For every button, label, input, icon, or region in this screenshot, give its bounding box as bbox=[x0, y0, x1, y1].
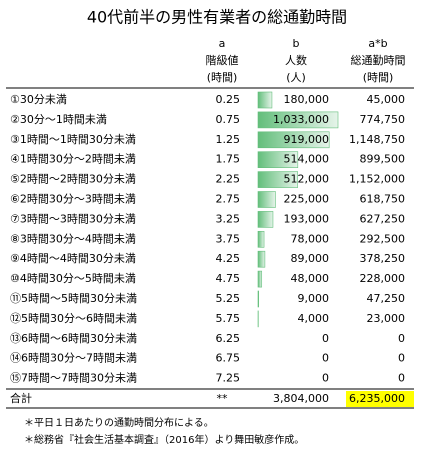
row-label: ⑪5時間～5時間30分未満 bbox=[10, 292, 137, 305]
total-label: 合計 bbox=[10, 391, 32, 405]
total-cell: 3,804,000 bbox=[273, 392, 329, 405]
cell: 4,000 bbox=[298, 312, 330, 325]
note: ＊総務省『社会生活基本調査』（2016年）より舞田敏彦作成。 bbox=[24, 433, 304, 446]
cell: 618,750 bbox=[360, 193, 406, 206]
cell: 627,250 bbox=[360, 212, 406, 225]
cell: 378,250 bbox=[360, 252, 406, 265]
data-bar bbox=[258, 92, 272, 108]
cell: 9,000 bbox=[298, 292, 330, 305]
row-label: ②30分～1時間未満 bbox=[10, 113, 107, 126]
data-bar bbox=[258, 231, 264, 247]
row-label: ⑦3時間～3時間30分未満 bbox=[10, 212, 136, 225]
note: ＊平日１日あたりの通勤時間分布による。 bbox=[24, 416, 214, 429]
header-cell: 総通勤時間 bbox=[351, 53, 406, 67]
cell: 774,750 bbox=[360, 113, 406, 126]
cell: 0 bbox=[322, 352, 329, 365]
header-cell: b bbox=[293, 37, 300, 50]
row-label: ①30分未満 bbox=[10, 93, 67, 106]
cell: 6.75 bbox=[216, 352, 241, 365]
cell: 3.25 bbox=[216, 212, 241, 225]
row-label: ⑨4時間～4時間30分未満 bbox=[10, 252, 136, 265]
cell: 3.75 bbox=[216, 232, 241, 245]
row-label: ④1時間30分～2時間未満 bbox=[10, 153, 136, 166]
header-cell: (時間) bbox=[207, 71, 238, 84]
cell: 1,152,000 bbox=[349, 173, 405, 186]
total-cell: 6,235,000 bbox=[349, 392, 405, 405]
header-cell: 人数 bbox=[285, 54, 307, 67]
header-cell: (人) bbox=[286, 71, 306, 84]
row-label: ⑭6時間30分～7時間未満 bbox=[10, 352, 137, 365]
row-label: ⑮7時間～7時間30分未満 bbox=[10, 372, 137, 385]
cell: 78,000 bbox=[291, 232, 330, 245]
cell: 899,500 bbox=[360, 153, 406, 166]
data-bar bbox=[258, 271, 262, 287]
header-cell: a bbox=[219, 37, 226, 50]
total-cell: ** bbox=[217, 392, 229, 405]
cell: 193,000 bbox=[284, 212, 330, 225]
data-bar bbox=[258, 251, 265, 267]
cell: 5.25 bbox=[216, 292, 241, 305]
header-cell: a*b bbox=[368, 37, 387, 50]
title: 40代前半の男性有業者の総通勤時間 bbox=[87, 8, 347, 27]
row-label: ⑤2時間～2時間30分未満 bbox=[10, 173, 136, 186]
row-label: ⑬6時間～6時間30分未満 bbox=[10, 332, 137, 345]
cell: 1.75 bbox=[216, 153, 241, 166]
cell: 48,000 bbox=[291, 272, 330, 285]
cell: 2.25 bbox=[216, 173, 241, 186]
row-label: ③1時間～1時間30分未満 bbox=[10, 133, 136, 146]
cell: 7.25 bbox=[216, 372, 241, 385]
cell: 4.25 bbox=[216, 252, 241, 265]
cell: 0 bbox=[398, 352, 405, 365]
cell: 512,000 bbox=[284, 173, 330, 186]
row-label: ⑧3時間30分～4時間未満 bbox=[10, 232, 136, 245]
cell: 4.75 bbox=[216, 272, 241, 285]
row-label: ⑫5時間30分～6時間未満 bbox=[10, 312, 137, 325]
cell: 6.25 bbox=[216, 332, 241, 345]
cell: 0 bbox=[322, 332, 329, 345]
cell: 0 bbox=[398, 372, 405, 385]
cell: 89,000 bbox=[291, 252, 330, 265]
cell: 45,000 bbox=[367, 93, 406, 106]
cell: 5.75 bbox=[216, 312, 241, 325]
cell: 47,250 bbox=[367, 292, 406, 305]
cell: 0 bbox=[322, 372, 329, 385]
header-cell: (時間) bbox=[363, 71, 394, 84]
cell: 514,000 bbox=[284, 153, 330, 166]
data-bar bbox=[258, 192, 275, 208]
data-bar bbox=[258, 211, 273, 227]
cell: 919,000 bbox=[284, 133, 330, 146]
cell: 0 bbox=[398, 332, 405, 345]
row-label: ⑥2時間30分～3時間未満 bbox=[10, 193, 136, 206]
cell: 180,000 bbox=[284, 93, 330, 106]
cell: 1,148,750 bbox=[349, 133, 405, 146]
header-cell: 階級値 bbox=[206, 53, 239, 67]
cell: 292,500 bbox=[360, 232, 406, 245]
row-label: ⑩4時間30分～5時間未満 bbox=[10, 272, 136, 285]
data-bar bbox=[258, 291, 259, 307]
cell: 225,000 bbox=[284, 193, 330, 206]
cell: 23,000 bbox=[367, 312, 406, 325]
cell: 1.25 bbox=[216, 133, 241, 146]
cell: 228,000 bbox=[360, 272, 406, 285]
cell: 1,033,000 bbox=[273, 113, 329, 126]
cell: 0.25 bbox=[216, 93, 241, 106]
cell: 2.75 bbox=[216, 193, 241, 206]
cell: 0.75 bbox=[216, 113, 241, 126]
